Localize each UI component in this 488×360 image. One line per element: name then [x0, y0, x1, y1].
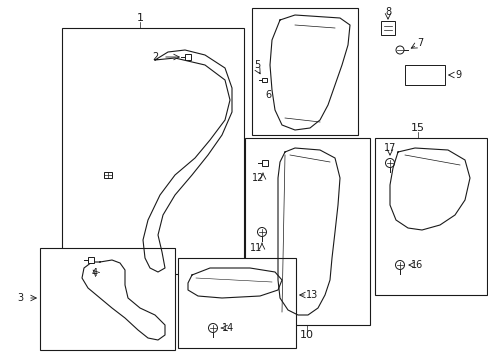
Text: 15: 15	[410, 123, 424, 133]
Text: 7: 7	[416, 38, 422, 48]
Text: 1: 1	[136, 13, 143, 23]
Text: 14: 14	[222, 323, 234, 333]
Text: 12: 12	[251, 173, 264, 183]
Bar	[244, 138, 369, 325]
Bar	[88, 257, 93, 263]
Bar	[62, 28, 244, 274]
Bar	[251, 8, 357, 135]
Text: 16: 16	[410, 260, 422, 270]
Bar	[184, 54, 190, 60]
Text: 3: 3	[17, 293, 23, 303]
Bar	[380, 21, 394, 35]
Text: 8: 8	[384, 7, 390, 17]
Bar	[404, 65, 444, 85]
Bar	[178, 258, 295, 348]
Text: 2: 2	[152, 52, 158, 62]
Bar	[374, 138, 486, 295]
Text: 4: 4	[92, 268, 98, 278]
Text: 10: 10	[299, 330, 313, 340]
Text: 17: 17	[383, 143, 395, 153]
Bar	[104, 172, 112, 178]
Bar	[40, 248, 175, 350]
Text: 6: 6	[264, 90, 270, 100]
Text: 5: 5	[253, 60, 260, 70]
Bar	[262, 77, 266, 82]
Text: 13: 13	[305, 290, 318, 300]
Text: 11: 11	[249, 243, 262, 253]
Bar	[262, 160, 267, 166]
Text: 9: 9	[454, 70, 460, 80]
